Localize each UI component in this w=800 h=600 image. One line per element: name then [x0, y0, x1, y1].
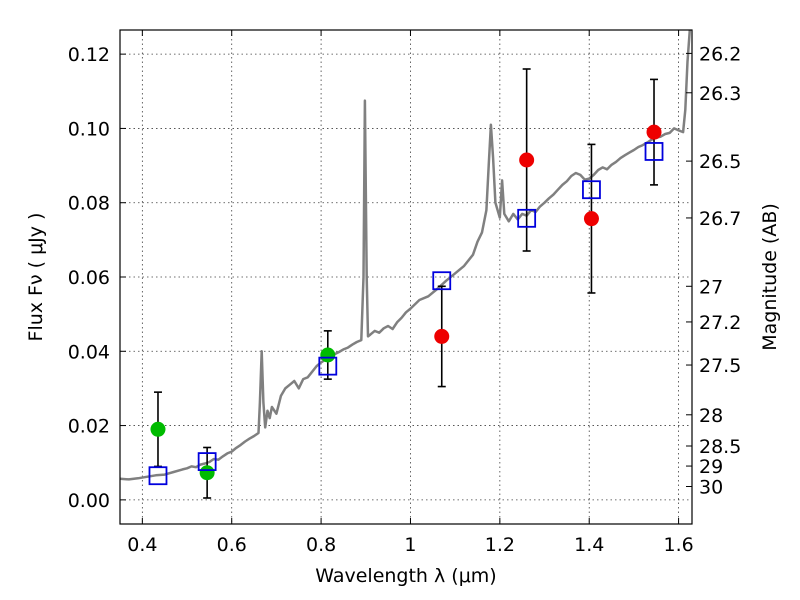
y-tick-label: 0.04 [68, 341, 110, 363]
y2-tick-label: 26.2 [699, 43, 741, 65]
y2-tick-label: 27 [699, 276, 723, 298]
tick-layer: 0.4 0.6 0.8 1 1.2 1.4 1.6 0.00 0.02 0.04 0.06 0.08 0… [68, 30, 741, 556]
x-axis-label: Wavelength λ (μm) [315, 565, 496, 587]
data-point-square [197, 452, 217, 472]
y-tick-label: 0.12 [68, 44, 110, 66]
data-point-square [148, 466, 168, 486]
spectrum-line [119, 29, 692, 481]
y2-tick-label: 26.7 [699, 208, 741, 230]
data-point-circle [583, 211, 599, 227]
x-tick-label: 1.2 [485, 534, 515, 556]
data-point-square [432, 271, 452, 291]
x-tick-label: 0.8 [306, 534, 336, 556]
x-tick-label: 0.6 [217, 534, 247, 556]
data-point-circle [150, 421, 166, 437]
y-axis-label: Flux Fν ( μJy ) [25, 213, 47, 342]
data-point-circle [320, 347, 336, 363]
y-tick-label: 0.10 [68, 118, 110, 140]
y2-tick-label: 29 [699, 456, 723, 478]
y2-tick-label: 27.2 [699, 312, 741, 334]
x-tick-label: 0.4 [127, 534, 157, 556]
plot-layer [119, 29, 692, 499]
x-tick-label: 1.6 [663, 534, 693, 556]
data-point-circle [519, 152, 535, 168]
y2-tick-label: 26.5 [699, 151, 741, 173]
data-point-circle [199, 465, 215, 481]
y2-tick-label: 26.3 [699, 83, 741, 105]
y-tick-label: 0.02 [68, 416, 110, 438]
y-tick-label: 0.06 [68, 267, 110, 289]
data-point-circle [646, 124, 662, 140]
data-point-circle [434, 328, 450, 344]
y-tick-label: 0.08 [68, 193, 110, 215]
data-point-square [517, 208, 537, 228]
data-point-square [644, 142, 664, 161]
y2-tick-label: 30 [699, 476, 723, 498]
y2-tick-label: 28 [699, 405, 723, 427]
y2-tick-label: 27.5 [699, 355, 741, 377]
y2-axis-label: Magnitude (AB) [759, 203, 781, 351]
y2-tick-label: 28.5 [699, 436, 741, 458]
y-tick-label: 0.00 [68, 490, 110, 512]
x-tick-label: 1 [404, 534, 416, 556]
x-tick-label: 1.4 [574, 534, 604, 556]
grid-layer [120, 30, 692, 524]
data-point-square [582, 180, 601, 200]
data-point-square [318, 356, 338, 376]
